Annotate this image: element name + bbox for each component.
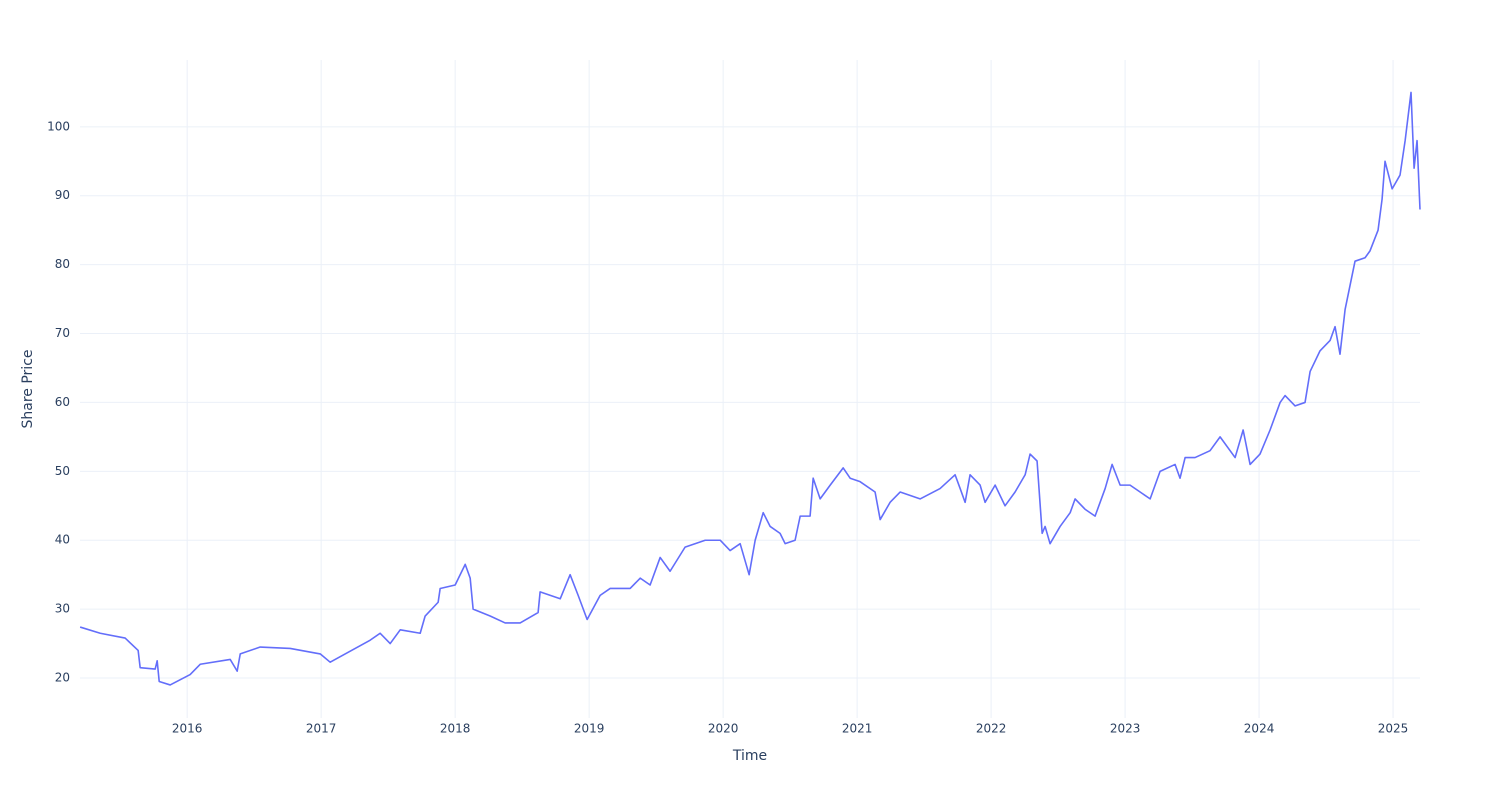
x-tick-label: 2018 <box>440 722 471 736</box>
x-tick-label: 2022 <box>976 722 1007 736</box>
y-tick-label: 80 <box>55 257 70 271</box>
y-tick-label: 90 <box>55 188 70 202</box>
y-tick-label: 30 <box>55 602 70 616</box>
y-tick-label: 50 <box>55 464 70 478</box>
x-tick-label: 2024 <box>1244 722 1275 736</box>
x-tick-label: 2023 <box>1110 722 1141 736</box>
line-series <box>79 91 1421 686</box>
x-tick-label: 2019 <box>574 722 605 736</box>
y-tick-label: 100 <box>47 119 70 133</box>
y-tick-label: 70 <box>55 326 70 340</box>
x-axis-title: Time <box>732 748 767 764</box>
y-tick-label: 20 <box>55 671 70 685</box>
y-axis-title: Share Price <box>20 349 36 428</box>
x-tick-label: 2021 <box>842 722 873 736</box>
x-tick-label: 2025 <box>1378 722 1409 736</box>
y-tick-label: 60 <box>55 395 70 409</box>
x-tick-label: 2020 <box>708 722 739 736</box>
x-tick-label: 2016 <box>172 722 203 736</box>
y-tick-label: 40 <box>55 533 70 547</box>
x-tick-label: 2017 <box>306 722 337 736</box>
